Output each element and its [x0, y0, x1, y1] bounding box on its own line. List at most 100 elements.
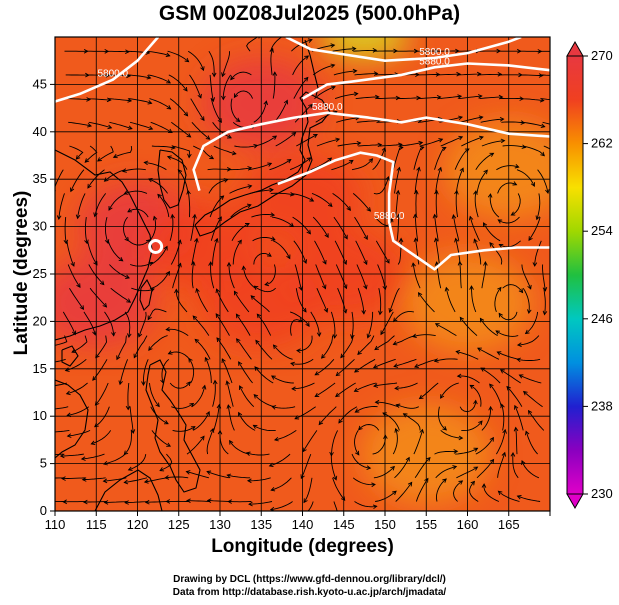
stream-arrow — [396, 213, 402, 219]
stream-arrow — [270, 486, 276, 492]
streamline — [440, 382, 459, 399]
streamline — [230, 98, 240, 122]
streamline — [438, 95, 462, 100]
stream-arrow — [177, 169, 183, 174]
streamline — [376, 97, 400, 100]
streamline — [333, 501, 338, 511]
stream-arrow — [272, 71, 278, 76]
streamline — [457, 73, 481, 76]
stream-arrow — [396, 166, 401, 172]
streamline — [172, 263, 182, 289]
stream-arrow — [372, 504, 378, 510]
streamline — [148, 335, 168, 351]
streamline — [434, 358, 458, 362]
stream-arrow — [477, 347, 482, 352]
stream-arrow — [185, 470, 191, 475]
stream-arrow — [184, 57, 190, 63]
stream-arrow — [526, 309, 532, 315]
stream-arrow — [263, 100, 269, 106]
stream-arrow — [200, 116, 205, 122]
streamline — [147, 308, 167, 320]
streamline — [336, 358, 355, 376]
streamline — [65, 358, 87, 372]
streamline — [496, 429, 506, 455]
stream-arrow — [75, 155, 81, 160]
streamline — [497, 452, 506, 478]
streamline — [542, 264, 546, 291]
streamline — [396, 97, 421, 100]
streamline — [170, 240, 181, 265]
stream-arrow — [385, 259, 390, 264]
streamline — [169, 214, 174, 241]
streamline — [480, 118, 504, 123]
stream-arrow — [66, 433, 72, 438]
stream-arrow — [124, 500, 129, 505]
streamline — [456, 466, 478, 479]
stream-arrow — [143, 479, 149, 484]
streamline — [290, 319, 303, 336]
streamline — [332, 477, 346, 501]
streamline — [314, 382, 336, 397]
stream-arrow — [130, 429, 136, 434]
stream-arrow — [66, 412, 72, 418]
stream-arrow — [497, 490, 503, 496]
streamline — [68, 121, 92, 127]
stream-arrow — [214, 237, 219, 243]
stream-arrow — [418, 394, 424, 400]
streamline — [412, 263, 421, 289]
streamline — [354, 358, 376, 373]
stream-arrow — [453, 449, 459, 454]
streamline — [208, 50, 215, 77]
streamline — [436, 73, 461, 76]
streamline — [331, 160, 354, 171]
coastline-taiwan — [139, 278, 153, 311]
stream-arrow — [458, 480, 464, 485]
streamline — [438, 406, 447, 431]
stream-arrow — [479, 317, 485, 323]
stream-arrow — [94, 401, 100, 406]
stream-arrow — [489, 458, 495, 464]
streamline — [230, 204, 252, 218]
streamline — [58, 193, 65, 220]
streamline — [497, 351, 520, 360]
streamline — [356, 264, 367, 289]
stream-arrow — [290, 361, 295, 367]
streamline — [228, 262, 235, 289]
contour-label: 5800.0 — [97, 69, 128, 80]
streamline — [414, 214, 419, 241]
stream-arrow — [300, 474, 305, 480]
streamline — [367, 311, 374, 338]
streamline — [501, 121, 525, 124]
streamline — [222, 74, 232, 100]
stream-arrow — [50, 344, 54, 348]
stream-arrow — [392, 317, 398, 323]
streamline — [234, 291, 250, 313]
streamline — [249, 189, 274, 194]
stream-arrow — [459, 316, 465, 322]
stream-arrow — [342, 260, 347, 265]
streamline — [501, 404, 505, 431]
streamline — [374, 216, 393, 227]
stream-arrow — [215, 313, 220, 318]
stream-arrow — [489, 383, 494, 389]
stream-arrow — [71, 348, 77, 353]
streamline — [415, 238, 420, 265]
stream-arrow — [155, 402, 160, 408]
stream-arrow — [306, 157, 312, 162]
streamline — [340, 335, 354, 358]
stream-arrow — [374, 345, 380, 351]
stream-arrow — [390, 465, 395, 471]
streamline — [129, 406, 134, 434]
stream-arrow — [405, 456, 410, 462]
stream-arrow — [483, 261, 488, 266]
stream-arrow — [216, 403, 222, 409]
y-tick-label: 10 — [33, 408, 47, 423]
streamline — [395, 382, 418, 389]
stream-arrow — [149, 287, 155, 293]
streamline — [374, 335, 395, 350]
stream-arrow — [165, 52, 171, 57]
streamline — [294, 406, 316, 420]
streamline — [207, 168, 231, 171]
stream-arrow — [44, 385, 48, 389]
streamline — [270, 501, 293, 511]
